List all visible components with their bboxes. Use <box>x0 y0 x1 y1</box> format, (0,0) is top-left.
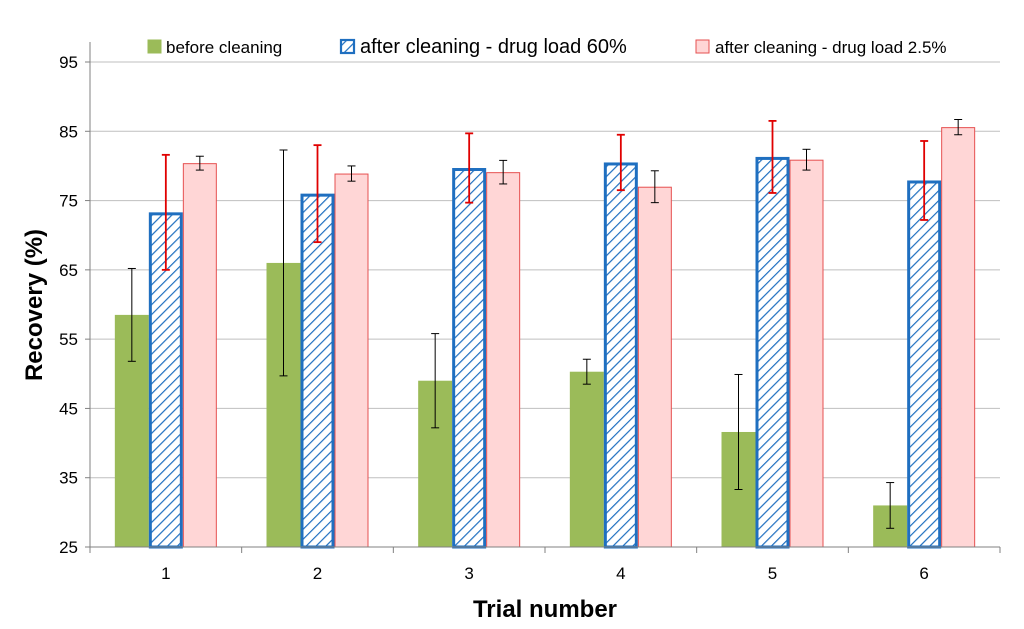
y-tick-label: 25 <box>59 538 78 557</box>
bars <box>114 127 976 549</box>
x-tick-label: 3 <box>464 564 473 583</box>
error-bar-series-3-trial-2 <box>347 165 356 182</box>
error-bar-series-2-trial-4 <box>616 133 625 192</box>
x-tick-label: 1 <box>161 564 170 583</box>
legend-swatch-2 <box>339 38 356 55</box>
bar-series-3-trial-4 <box>637 186 672 548</box>
legend: before cleaning after cleaning - drug loa… <box>147 36 947 58</box>
bar-series-2-trial-4 <box>603 162 638 549</box>
bar-series-3-trial-5 <box>789 159 824 548</box>
x-tick-label: 4 <box>616 564 625 583</box>
y-tick-label: 95 <box>59 53 78 72</box>
y-tick-label: 35 <box>59 469 78 488</box>
error-bar-series-1-trial-1 <box>127 267 136 362</box>
error-bar-series-3-trial-3 <box>499 159 508 185</box>
legend-item-1: before cleaning <box>147 38 282 57</box>
axes <box>85 42 1001 553</box>
bar-series-2-trial-6 <box>907 180 942 549</box>
legend-label-2: after cleaning - drug load 60% <box>360 36 627 58</box>
y-tick-label: 55 <box>59 330 78 349</box>
error-bar-series-2-trial-3 <box>465 132 474 204</box>
bar-series-3-trial-6 <box>941 127 976 548</box>
bar-series-3-trial-1 <box>182 163 217 548</box>
legend-swatch-3 <box>695 39 710 54</box>
x-tick-label: 2 <box>313 564 322 583</box>
legend-label-3: after cleaning - drug load 2.5% <box>715 38 947 57</box>
error-bar-series-3-trial-5 <box>802 148 811 171</box>
error-bar-series-3-trial-6 <box>954 119 963 136</box>
bar-series-3-trial-2 <box>334 173 369 548</box>
bar-series-2-trial-3 <box>452 168 487 549</box>
legend-item-3: after cleaning - drug load 2.5% <box>695 38 947 57</box>
y-axis-title: Recovery (%) <box>21 229 48 381</box>
bar-series-2-trial-2 <box>300 193 335 549</box>
y-tick-label: 75 <box>59 192 78 211</box>
y-tick-label: 65 <box>59 261 78 280</box>
y-tick-label: 45 <box>59 399 78 418</box>
x-axis-title: Trial number <box>473 596 617 623</box>
error-bar-series-1-trial-4 <box>582 358 591 385</box>
legend-swatch-1 <box>147 39 162 54</box>
error-bar-series-1-trial-3 <box>431 333 440 429</box>
bar-series-1-trial-4 <box>569 371 604 548</box>
error-bar-series-2-trial-5 <box>768 119 777 194</box>
error-bar-series-2-trial-1 <box>161 153 170 271</box>
x-tick-label: 6 <box>919 564 928 583</box>
error-bars <box>127 119 963 529</box>
error-bar-series-1-trial-6 <box>886 482 895 529</box>
error-bar-series-3-trial-1 <box>195 155 204 171</box>
gridlines <box>90 61 1000 479</box>
legend-item-2: after cleaning - drug load 60% <box>339 36 627 58</box>
x-tick-label: 5 <box>768 564 777 583</box>
error-bar-series-2-trial-2 <box>313 144 322 244</box>
error-bar-series-1-trial-2 <box>279 149 288 377</box>
y-tick-label: 85 <box>59 122 78 141</box>
error-bar-series-3-trial-4 <box>650 170 659 204</box>
bar-series-3-trial-3 <box>486 172 521 548</box>
error-bar-series-2-trial-6 <box>920 140 929 221</box>
bar-series-2-trial-5 <box>755 156 790 549</box>
error-bar-series-1-trial-5 <box>734 373 743 490</box>
legend-label-1: before cleaning <box>166 38 282 57</box>
